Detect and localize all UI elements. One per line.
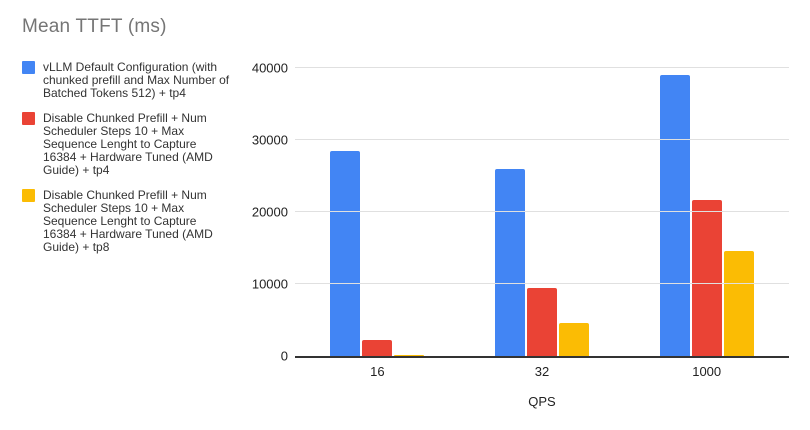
legend-item-series2[interactable]: Disable Chunked Prefill + Num Scheduler … — [22, 112, 232, 177]
legend-label: Disable Chunked Prefill + Num Scheduler … — [43, 188, 213, 254]
y-axis: 0 10000 20000 30000 40000 — [230, 61, 288, 364]
bar-series3-1000[interactable] — [723, 250, 754, 356]
legend-item-series3[interactable]: Disable Chunked Prefill + Num Scheduler … — [22, 189, 232, 254]
y-tick-label: 20000 — [251, 204, 288, 220]
gridline — [295, 211, 789, 212]
legend-item-series1[interactable]: vLLM Default Configuration (with chunked… — [22, 61, 232, 100]
x-axis-labels: 16 32 1000 — [295, 364, 789, 379]
bar-series2-16[interactable] — [362, 340, 393, 356]
gridline — [295, 67, 789, 68]
legend-label: vLLM Default Configuration (with chunked… — [43, 60, 230, 100]
y-tick-label: 40000 — [251, 60, 288, 76]
legend-swatch-icon — [22, 61, 35, 74]
y-tick-label: 0 — [280, 348, 288, 364]
gridline — [295, 139, 789, 140]
bar-group-1000 — [624, 68, 789, 356]
plot-area — [295, 67, 789, 358]
x-tick-label: 16 — [370, 364, 385, 379]
x-tick-label: 32 — [534, 364, 550, 379]
x-tick-label: 1000 — [692, 364, 722, 379]
bar-series2-1000[interactable] — [691, 200, 722, 356]
bar-group-16 — [295, 68, 460, 356]
bar-series3-32[interactable] — [559, 322, 589, 356]
bar-series1-16[interactable] — [330, 150, 361, 356]
bar-group-32 — [460, 68, 625, 356]
bar-series2-32[interactable] — [527, 288, 557, 356]
legend: vLLM Default Configuration (with chunked… — [22, 61, 232, 254]
bar-series3-16[interactable] — [394, 354, 425, 356]
chart-title: Mean TTFT (ms) — [22, 16, 167, 37]
x-axis-title: QPS — [528, 394, 556, 409]
legend-swatch-icon — [22, 189, 35, 202]
bar-series1-32[interactable] — [495, 168, 525, 356]
legend-label: Disable Chunked Prefill + Num Scheduler … — [43, 111, 213, 177]
bar-groups — [295, 68, 789, 356]
gridline — [295, 283, 789, 284]
legend-swatch-icon — [22, 112, 35, 125]
y-tick-label: 30000 — [251, 132, 288, 148]
bar-series1-1000[interactable] — [659, 75, 690, 356]
y-tick-label: 10000 — [251, 276, 288, 292]
